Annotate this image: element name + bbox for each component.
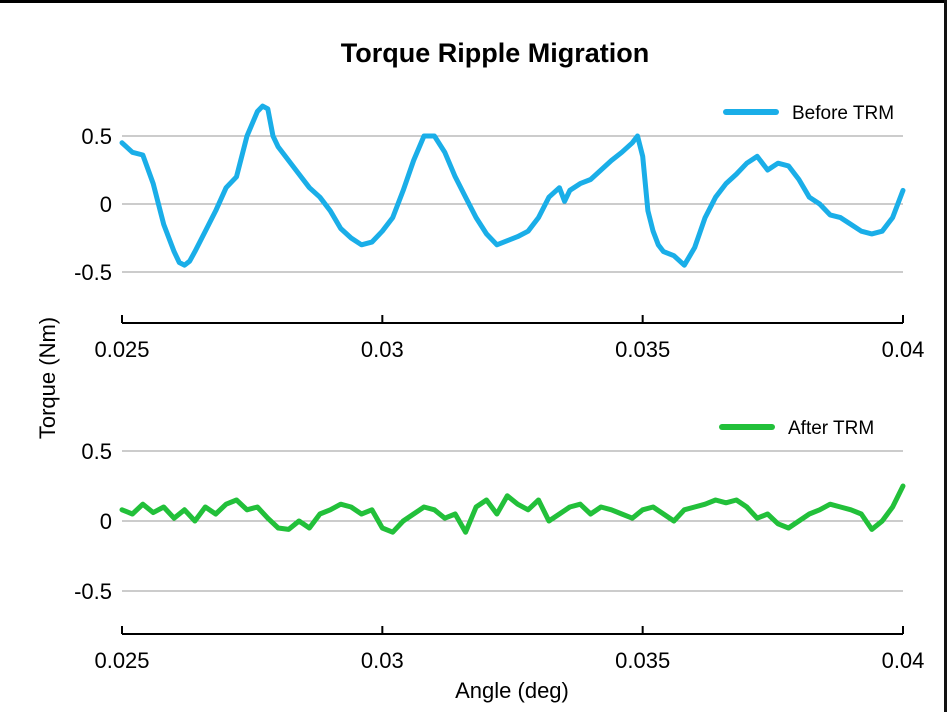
panel-2-series-line — [119, 483, 906, 535]
panel-1-x-tick-label: 0.025 — [94, 337, 149, 362]
panel-1-series-line — [119, 103, 906, 268]
panel-2-legend-label: After TRM — [788, 418, 874, 439]
window-right-edge — [944, 0, 947, 712]
x-axis-label: Angle (deg) — [455, 678, 569, 703]
panel-1-y-tick-label: 0.5 — [81, 124, 112, 149]
panel-2-y-tick-label: -0.5 — [74, 579, 112, 604]
panel-2-x-tick-label: 0.025 — [94, 648, 149, 673]
panel-2-y-tick-label: 0.5 — [81, 439, 112, 464]
window-top-edge — [0, 0, 947, 3]
panel-2-x-tick-label: 0.03 — [361, 648, 404, 673]
panel-1-y-tick-label: 0 — [100, 192, 112, 217]
panel-1-y-tick-label: -0.5 — [74, 260, 112, 285]
panel-2-y-tick-label: 0 — [100, 509, 112, 534]
panel-1-x-tick-label: 0.03 — [361, 337, 404, 362]
panel-1-x-tick-label: 0.035 — [615, 337, 670, 362]
panel-2-x-tick-label: 0.04 — [882, 648, 925, 673]
panel-1-legend-label: Before TRM — [792, 103, 894, 124]
panel-1-x-tick-label: 0.04 — [882, 337, 925, 362]
chart-title: Torque Ripple Migration — [340, 38, 650, 68]
panel-2-x-tick-label: 0.035 — [615, 648, 670, 673]
